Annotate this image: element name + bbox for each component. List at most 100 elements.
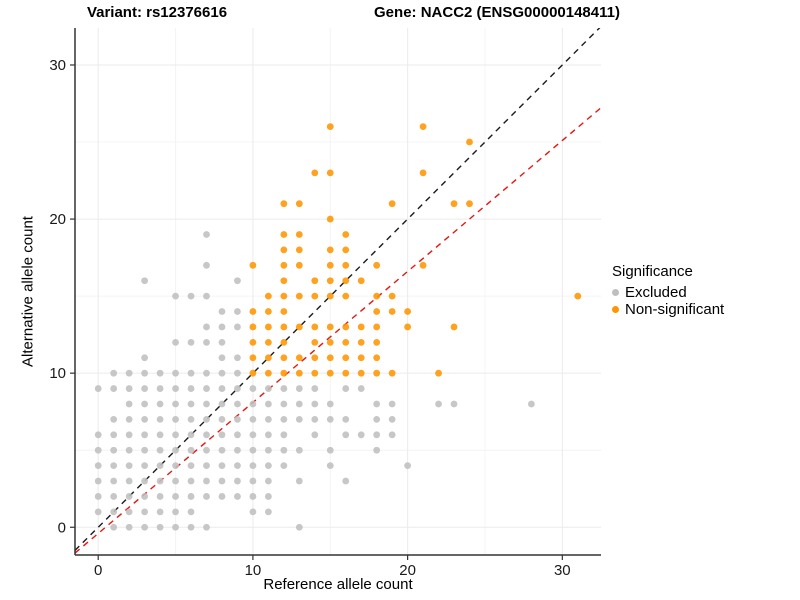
scatter-point-excluded [342, 431, 350, 439]
scatter-point-non-significant [450, 200, 458, 208]
scatter-point-non-significant [280, 369, 288, 377]
scatter-point-non-significant [295, 369, 303, 377]
scatter-point-excluded [172, 508, 179, 516]
x-tick-label: 10 [245, 562, 262, 579]
scatter-point-excluded [264, 431, 272, 439]
scatter-point-non-significant [342, 338, 350, 346]
scatter-point-excluded [218, 385, 226, 392]
scatter-point-excluded [342, 415, 350, 423]
scatter-point-excluded [234, 415, 241, 423]
scatter-point-excluded [264, 493, 272, 500]
scatter-point-excluded [141, 400, 149, 408]
scatter-point-non-significant [311, 338, 319, 346]
scatter-point-non-significant [357, 354, 365, 362]
scatter-point-excluded [264, 477, 272, 485]
scatter-point-excluded [218, 308, 226, 315]
scatter-point-excluded [388, 400, 396, 408]
scatter-point-non-significant [295, 354, 303, 362]
scatter-point-excluded [187, 523, 195, 531]
scatter-point-excluded [125, 369, 133, 377]
scatter-point-excluded [218, 323, 226, 331]
scatter-point-excluded [94, 493, 102, 500]
scatter-point-excluded [110, 462, 118, 470]
scatter-point-non-significant [357, 369, 365, 377]
scatter-point-excluded [156, 523, 164, 531]
scatter-point-non-significant [311, 369, 319, 377]
scatter-point-non-significant [388, 292, 396, 300]
scatter-point-excluded [249, 385, 257, 392]
scatter-point-non-significant [249, 369, 257, 377]
non-significant-swatch-icon [612, 306, 619, 313]
scatter-point-non-significant [326, 323, 334, 331]
scatter-point-excluded [326, 415, 334, 423]
scatter-point-excluded [156, 493, 164, 500]
scatter-point-excluded [203, 462, 210, 470]
scatter-point-non-significant [435, 369, 442, 377]
scatter-point-non-significant [574, 292, 582, 300]
scatter-point-excluded [203, 493, 210, 500]
scatter-point-excluded [172, 369, 179, 377]
y-tick-label: 30 [49, 57, 66, 74]
x-axis-label: Reference allele count [263, 576, 413, 593]
scatter-point-excluded [234, 446, 241, 454]
scatter-point-non-significant [342, 354, 350, 362]
scatter-point-excluded [141, 385, 149, 392]
scatter-point-excluded [388, 415, 396, 423]
scatter-point-non-significant [326, 123, 334, 131]
scatter-point-excluded [94, 431, 102, 439]
scatter-point-non-significant [249, 308, 257, 315]
scatter-point-excluded [373, 431, 381, 439]
scatter-point-excluded [172, 477, 179, 485]
scatter-point-non-significant [264, 323, 272, 331]
scatter-point-excluded [125, 477, 133, 485]
scatter-point-excluded [187, 369, 195, 377]
scatter-point-non-significant [311, 169, 319, 177]
scatter-point-non-significant [326, 369, 334, 377]
scatter-point-excluded [156, 446, 164, 454]
scatter-point-excluded [156, 385, 164, 392]
scatter-point-excluded [311, 431, 319, 439]
scatter-point-excluded [94, 385, 102, 392]
scatter-point-excluded [218, 415, 226, 423]
scatter-point-excluded [218, 354, 226, 362]
scatter-point-non-significant [249, 338, 257, 346]
scatter-point-excluded [110, 369, 118, 377]
scatter-point-excluded [357, 431, 365, 439]
legend: Significance Excluded Non-significant [612, 263, 724, 318]
y-tick-label: 10 [49, 365, 66, 382]
scatter-point-excluded [373, 415, 381, 423]
x-tick-label: 0 [94, 562, 102, 579]
scatter-point-excluded [218, 431, 226, 439]
scatter-point-excluded [172, 338, 179, 346]
scatter-point-excluded [435, 400, 442, 408]
scatter-point-excluded [156, 508, 164, 516]
scatter-point-non-significant [388, 369, 396, 377]
scatter-point-excluded [187, 385, 195, 392]
scatter-point-non-significant [280, 292, 288, 300]
scatter-point-excluded [249, 446, 257, 454]
scatter-point-excluded [264, 462, 272, 470]
scatter-point-excluded [110, 431, 118, 439]
scatter-point-excluded [187, 462, 195, 470]
scatter-point-excluded [218, 462, 226, 470]
scatter-point-non-significant [419, 261, 427, 269]
scatter-point-non-significant [295, 323, 303, 331]
scatter-point-excluded [295, 446, 303, 454]
scatter-point-excluded [311, 415, 319, 423]
scatter-point-non-significant [280, 308, 288, 315]
scatter-point-excluded [203, 446, 210, 454]
scatter-point-excluded [172, 493, 179, 500]
scatter-point-non-significant [373, 292, 381, 300]
scatter-point-excluded [187, 292, 195, 300]
scatter-point-excluded [218, 369, 226, 377]
y-tick-label: 0 [58, 519, 66, 536]
scatter-point-excluded [249, 508, 257, 516]
scatter-point-excluded [326, 400, 334, 408]
scatter-point-non-significant [280, 261, 288, 269]
scatter-point-excluded [110, 523, 118, 531]
scatter-point-excluded [234, 354, 241, 362]
scatter-point-excluded [141, 523, 149, 531]
scatter-point-excluded [249, 493, 257, 500]
scatter-point-excluded [156, 415, 164, 423]
